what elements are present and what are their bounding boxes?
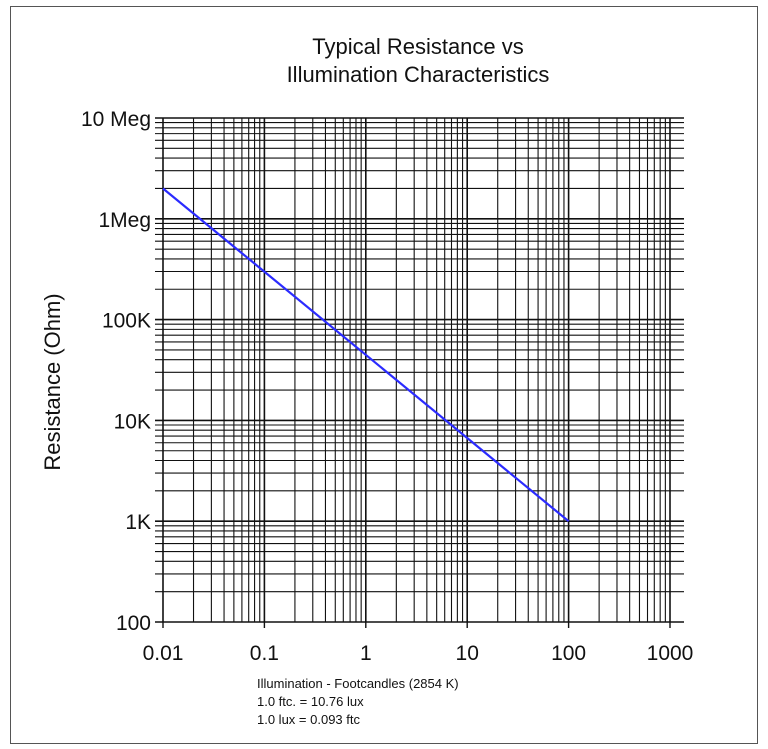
x-tick-labels: 0.01 0.1 1 10 100 1000	[143, 642, 694, 665]
y-tick-label: 10 Meg	[81, 108, 151, 131]
y-tick-labels: 100 1K 10K 100K 1Meg 10 Meg	[81, 108, 151, 635]
axis-ticks	[162, 622, 671, 628]
major-gridlines	[155, 117, 684, 623]
y-tick-label: 1Meg	[98, 209, 151, 232]
x-tick-label: 1	[360, 642, 372, 665]
y-tick-label: 100	[116, 612, 151, 635]
x-tick-label: 0.1	[250, 642, 279, 665]
x-tick-label: 100	[551, 642, 586, 665]
series-group	[162, 187, 570, 523]
x-tick-label: 10	[456, 642, 479, 665]
conversion-note-1: 1.0 ftc. = 10.76 lux	[257, 694, 364, 709]
y-tick-label: 1K	[125, 511, 151, 534]
y-axis-label: Resistance (Ohm)	[40, 293, 65, 470]
chart-frame	[10, 6, 758, 744]
x-tick-label: 1000	[647, 642, 694, 665]
x-tick-label: 0.01	[143, 642, 184, 665]
chart-title-line-1: Typical Resistance vs	[312, 34, 524, 59]
series-line	[162, 187, 570, 523]
y-tick-label: 10K	[114, 410, 151, 433]
x-axis-label: Illumination - Footcandles (2854 K)	[257, 676, 459, 691]
chart-title-line-2: Illumination Characteristics	[287, 62, 550, 87]
minor-gridlines	[155, 118, 684, 622]
y-tick-label: 100K	[102, 310, 151, 333]
conversion-note-2: 1.0 lux = 0.093 ftc	[257, 712, 360, 727]
